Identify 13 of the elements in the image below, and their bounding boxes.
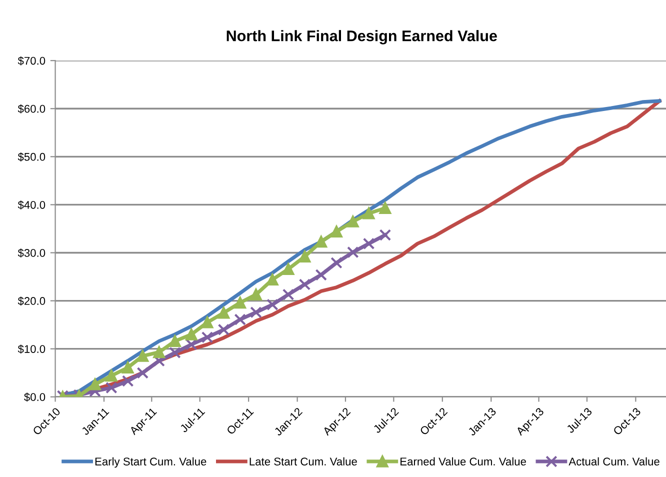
y-tick-label: $50.0	[18, 152, 46, 162]
legend-label: Actual Cum. Value	[568, 457, 660, 466]
y-tick-label: $60.0	[18, 104, 46, 114]
legend-label: Early Start Cum. Value	[95, 457, 206, 468]
y-tick-label: $30.0	[18, 248, 46, 258]
y-tick-label: $20.0	[18, 296, 46, 306]
chart-title: North Link Final Design Earned Value	[226, 30, 497, 44]
legend-label: Late Start Cum. Value	[250, 457, 357, 466]
y-tick-label: $10.0	[18, 344, 46, 354]
legend-label: Earned Value Cum. Value	[400, 457, 526, 466]
y-tick-label: $70.0	[18, 56, 46, 66]
y-tick-label: $0.0	[24, 392, 46, 402]
y-tick-label: $40.0	[18, 200, 46, 210]
